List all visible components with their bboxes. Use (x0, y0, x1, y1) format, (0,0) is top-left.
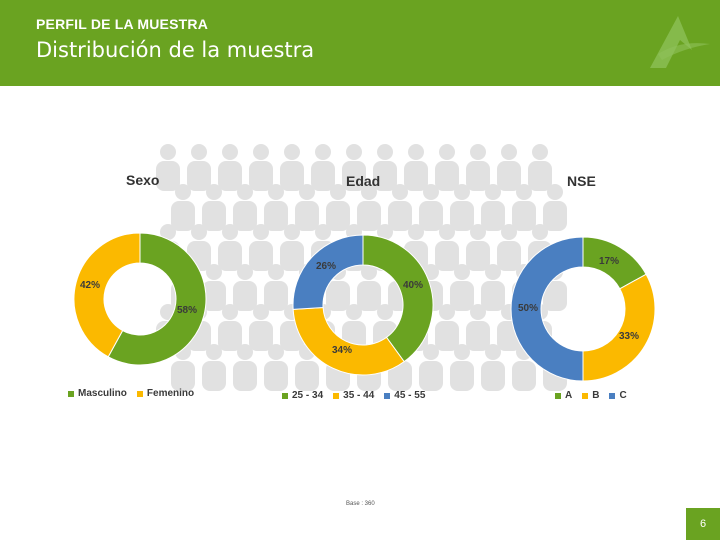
donut-slice-edad-2 (292, 234, 364, 310)
page-number: 6 (686, 508, 720, 540)
chart-title-edad: Edad (346, 173, 381, 189)
section-kicker: PERFIL DE LA MUESTRA (36, 16, 209, 32)
slide-header: PERFIL DE LA MUESTRA Distribución de la … (0, 0, 720, 86)
legend-label: C (619, 390, 627, 401)
legend-item: 35 - 44 (333, 390, 374, 401)
base-note: Base : 360 (346, 501, 375, 507)
donut-slice-nse-2 (510, 236, 584, 382)
legend-sexo: Masculino Femenino (68, 388, 194, 399)
donut-data-label: 26% (316, 261, 336, 272)
donut-data-label: 58% (177, 305, 197, 316)
legend-label: Femenino (146, 388, 195, 399)
legend-label: A (565, 390, 573, 401)
legend-item: 25 - 34 (282, 390, 323, 401)
donut-data-label: 17% (599, 256, 619, 267)
legend-item: 45 - 55 (384, 390, 425, 401)
donut-slice-sexo-1 (73, 232, 141, 358)
donut-slice-edad-0 (362, 234, 434, 363)
legend-item: C (609, 390, 627, 401)
slide-title: Distribución de la muestra (36, 38, 315, 62)
donut-data-label: 40% (403, 280, 423, 291)
donut-data-label: 34% (332, 345, 352, 356)
legend-label: 25 - 34 (292, 390, 324, 401)
donut-data-label: 33% (619, 331, 639, 342)
legend-nse: A B C (555, 390, 627, 401)
legend-item: Femenino (136, 388, 195, 399)
donut-slice-sexo-0 (107, 232, 207, 366)
legend-label: Masculino (78, 388, 127, 399)
legend-label: B (592, 390, 600, 401)
chart-title-nse: NSE (567, 173, 596, 189)
chart-title-sexo: Sexo (126, 172, 160, 188)
donut-slice-nse-1 (582, 273, 656, 382)
legend-edad: 25 - 34 35 - 44 45 - 55 (282, 390, 425, 401)
legend-label: 35 - 44 (343, 390, 375, 401)
legend-item: B (582, 390, 599, 401)
legend-item: Masculino (68, 388, 127, 399)
donut-data-label: 50% (518, 303, 538, 314)
donut-slice-edad-1 (292, 306, 405, 376)
brand-logo-icon (650, 16, 710, 68)
legend-label: 45 - 55 (394, 390, 426, 401)
donut-data-label: 42% (80, 280, 100, 291)
legend-item: A (555, 390, 572, 401)
